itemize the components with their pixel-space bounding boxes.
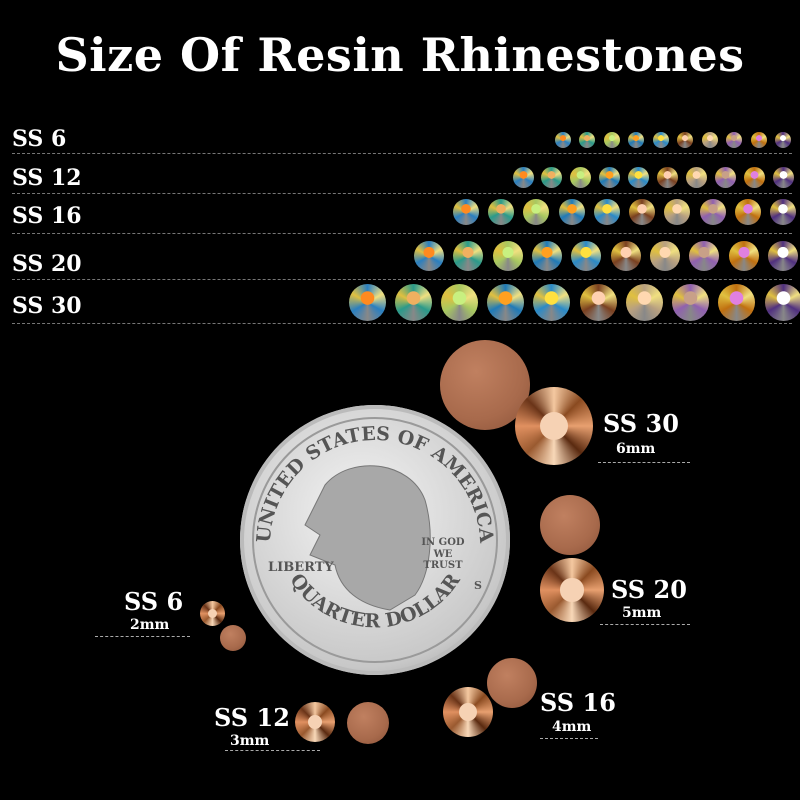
- rhinestone: [532, 241, 562, 271]
- coin-motto: IN GOD WE TRUST: [421, 537, 465, 571]
- rhinestone: [664, 199, 691, 225]
- rhinestone: [699, 199, 726, 225]
- row-label-ss20: SS 20: [12, 251, 82, 277]
- rhinestone: [728, 241, 759, 271]
- rhinestone: [775, 132, 791, 148]
- rhinestone: [533, 283, 571, 321]
- rhinestone: [570, 166, 592, 188]
- rhinestone: [689, 241, 720, 271]
- rhinestone: [685, 166, 707, 188]
- size-ss30: 6mm: [616, 441, 656, 457]
- rhinestone: [652, 132, 669, 148]
- rhinestone: [603, 132, 620, 148]
- divider: [12, 233, 792, 234]
- rhinestone: [772, 166, 794, 188]
- rhinestone: [487, 283, 525, 321]
- flat-back-ss20: [540, 495, 600, 555]
- rhinestone: [718, 283, 756, 321]
- size-ss6: 2mm: [130, 617, 170, 633]
- label-ss30: SS 30: [603, 409, 679, 438]
- rhinestone: [770, 199, 796, 225]
- rhinestone: [750, 132, 767, 148]
- rhinestone: [571, 241, 602, 271]
- title: Size Of Resin Rhinestones: [55, 28, 745, 82]
- underline: [598, 462, 690, 463]
- underline: [225, 750, 320, 751]
- row-label-ss16: SS 16: [12, 203, 82, 229]
- rhinestone: [541, 166, 563, 188]
- rhinestone: [488, 199, 515, 225]
- rhinestone: [394, 283, 432, 321]
- divider: [12, 279, 792, 280]
- rhinestone-ss6: [200, 601, 225, 626]
- coin-mint-mark: S: [474, 579, 482, 592]
- rhinestone: [610, 241, 641, 271]
- coin-liberty: LIBERTY: [268, 560, 334, 575]
- rhinestone: [734, 199, 761, 225]
- rhinestone-ss12: [295, 702, 335, 742]
- rhinestone: [768, 241, 798, 271]
- rhinestone: [650, 241, 680, 271]
- label-ss6: SS 6: [124, 587, 184, 616]
- label-ss20: SS 20: [611, 575, 687, 604]
- rhinestone: [625, 283, 663, 321]
- row-label-ss6: SS 6: [12, 126, 67, 152]
- rhinestone: [558, 199, 585, 225]
- rhinestone: [512, 166, 534, 188]
- rhinestone: [453, 241, 484, 271]
- divider: [12, 153, 792, 154]
- rhinestone-ss30: [515, 387, 593, 465]
- divider: [12, 323, 792, 324]
- size-ss16: 4mm: [552, 719, 592, 735]
- rhinestone: [523, 199, 550, 225]
- rhinestone: [628, 166, 650, 188]
- rhinestone: [656, 166, 678, 188]
- rhinestone: [743, 166, 765, 188]
- rhinestone: [672, 283, 710, 321]
- quarter-coin: UNITED STATES OF AMERICA QUARTER DOLLAR …: [240, 405, 510, 675]
- size-ss12: 3mm: [230, 733, 270, 749]
- rhinestone-ss20: [540, 558, 604, 622]
- underline: [600, 624, 690, 625]
- rhinestone: [579, 283, 617, 321]
- flat-back-ss12: [347, 702, 389, 744]
- rhinestone: [440, 283, 478, 321]
- flat-back-ss30: [440, 340, 530, 430]
- rhinestone: [714, 166, 736, 188]
- rhinestone: [348, 283, 386, 321]
- rhinestone: [593, 199, 620, 225]
- rhinestone: [726, 132, 743, 148]
- row-label-ss12: SS 12: [12, 165, 82, 191]
- rhinestone: [492, 241, 523, 271]
- rhinestone: [579, 132, 596, 148]
- rhinestone: [629, 199, 656, 225]
- row-label-ss30: SS 30: [12, 293, 82, 319]
- divider: [12, 193, 792, 194]
- flat-back-ss6: [220, 625, 246, 651]
- size-ss20: 5mm: [622, 605, 662, 621]
- flat-back-ss16: [487, 658, 537, 708]
- washington-portrait: [304, 465, 431, 611]
- rhinestone: [453, 199, 479, 225]
- rhinestone: [599, 166, 621, 188]
- underline: [95, 636, 190, 637]
- rhinestone: [555, 132, 571, 148]
- label-ss12: SS 12: [214, 703, 290, 732]
- underline: [540, 738, 598, 739]
- rhinestone: [701, 132, 718, 148]
- rhinestone-ss16: [443, 687, 493, 737]
- label-ss16: SS 16: [540, 688, 616, 717]
- rhinestone: [628, 132, 645, 148]
- rhinestone: [677, 132, 694, 148]
- rhinestone: [414, 241, 444, 271]
- rhinestone: [764, 283, 800, 321]
